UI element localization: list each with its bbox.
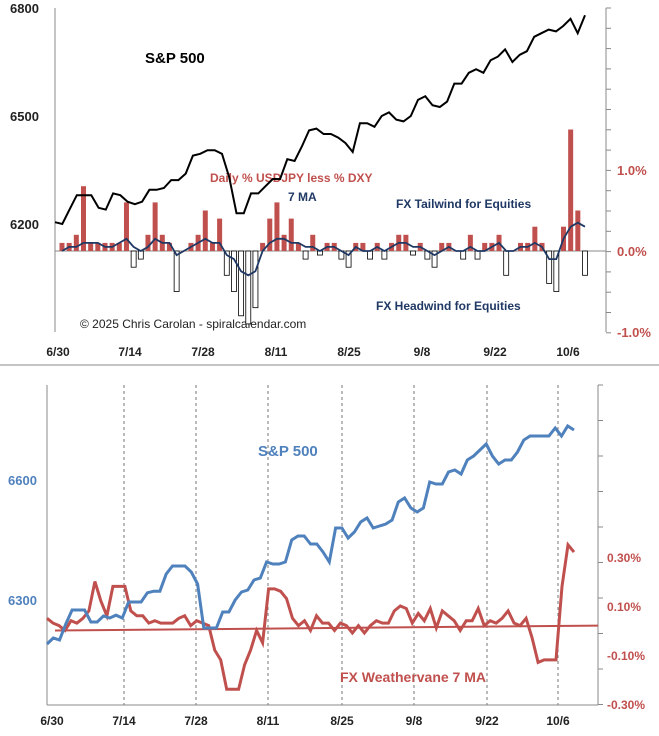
fx-daily-bar bbox=[231, 250, 237, 292]
fx-daily-bar bbox=[223, 250, 230, 276]
fx-daily-bar bbox=[274, 202, 280, 251]
top-x-tick-label: 7/28 bbox=[191, 345, 215, 359]
fx-daily-bar bbox=[267, 218, 273, 251]
top-y-tick-label: 6200 bbox=[10, 217, 39, 232]
fx-daily-bar bbox=[503, 250, 510, 276]
top-x-tick-label: 10/6 bbox=[556, 345, 580, 359]
fx-daily-bar bbox=[288, 218, 294, 251]
headwind-label: FX Headwind for Equities bbox=[376, 299, 521, 313]
bottom-x-tick-label: 9/8 bbox=[406, 714, 423, 728]
fx-daily-bar bbox=[116, 242, 122, 251]
bottom-x-tick-label: 8/25 bbox=[330, 714, 354, 728]
fx-daily-bar bbox=[152, 202, 158, 251]
fx-daily-bar bbox=[360, 242, 366, 251]
top-spx-line bbox=[54, 14, 586, 226]
fx-daily-bar bbox=[482, 242, 488, 251]
bottom-fx-label: FX Weathervane 7 MA bbox=[340, 669, 486, 685]
top-x-tick-label: 9/8 bbox=[414, 345, 431, 359]
bottom-spx-line bbox=[45, 423, 575, 646]
fx-daily-bar bbox=[209, 242, 215, 251]
fx-daily-bar bbox=[145, 234, 151, 251]
fx-daily-bar bbox=[295, 242, 301, 251]
top-y-tick-label: 6500 bbox=[10, 109, 39, 124]
fx-daily-bar bbox=[582, 250, 588, 276]
fx-daily-bar bbox=[381, 250, 388, 260]
fx-daily-bar bbox=[439, 242, 445, 251]
fx-daily-bar bbox=[173, 250, 180, 292]
fx-daily-bar bbox=[575, 210, 581, 251]
top-x-tick-label: 7/14 bbox=[118, 345, 142, 359]
fx-ma-line bbox=[61, 221, 586, 277]
bottom-y2-tick-label: 0.10% bbox=[607, 600, 641, 614]
tailwind-label: FX Tailwind for Equities bbox=[396, 197, 531, 211]
bottom-y2-tick-label: 0.30% bbox=[607, 551, 641, 565]
bottom-x-tick-label: 8/11 bbox=[257, 714, 280, 728]
fx-daily-bar bbox=[281, 234, 287, 251]
fx-daily-bar bbox=[260, 242, 266, 251]
fx-daily-bar bbox=[137, 250, 144, 260]
ma-label: 7 MA bbox=[288, 190, 317, 204]
fx-daily-bar bbox=[238, 250, 245, 317]
bottom-fx-line bbox=[46, 541, 576, 691]
fx-daily-bar bbox=[460, 250, 467, 260]
top-x-tick-label: 8/11 bbox=[265, 345, 288, 359]
fx-daily-bar bbox=[73, 234, 79, 251]
fx-daily-bar bbox=[59, 242, 65, 251]
bottom-y2-tick-label: -0.30% bbox=[607, 698, 645, 712]
fx-daily-bar bbox=[310, 234, 316, 251]
fx-daily-bar bbox=[88, 242, 94, 251]
bottom-x-tick-label: 6/30 bbox=[40, 714, 64, 728]
fx-daily-bar bbox=[123, 202, 129, 251]
spx-title: S&P 500 bbox=[145, 50, 205, 67]
fx-daily-bar bbox=[546, 250, 553, 284]
bottom-x-tick-label: 7/28 bbox=[184, 714, 208, 728]
top-y-tick-label: 6800 bbox=[10, 1, 39, 16]
top-x-tick-label: 8/25 bbox=[337, 345, 361, 359]
fx-daily-bar bbox=[431, 250, 438, 268]
fx-daily-bar bbox=[532, 226, 538, 251]
bottom-spx-label: S&P 500 bbox=[258, 443, 318, 460]
bottom-y-tick-label: 6300 bbox=[8, 593, 37, 608]
fx-daily-bar bbox=[410, 250, 416, 256]
top-y2-tick-label: 0.0% bbox=[617, 244, 647, 259]
fx-daily-bar bbox=[553, 250, 560, 292]
top-x-tick-label: 9/22 bbox=[483, 345, 507, 359]
fx-daily-bar bbox=[467, 234, 473, 251]
fx-daily-bar bbox=[568, 129, 574, 251]
fx-daily-bar bbox=[130, 250, 137, 268]
bottom-x-tick-label: 7/14 bbox=[112, 714, 136, 728]
fx-daily-bar bbox=[474, 250, 481, 260]
bottom-y2-tick-label: -0.10% bbox=[607, 649, 645, 663]
fx-daily-bar bbox=[95, 242, 101, 251]
fx-daily-bar bbox=[302, 250, 309, 260]
fx-daily-bar bbox=[202, 210, 208, 251]
copyright-label: © 2025 Chris Carolan - spiralcalendar.co… bbox=[80, 317, 306, 331]
fx-daily-bar bbox=[367, 250, 373, 260]
bars-label: Daily % USDJPY less % DXY bbox=[210, 171, 373, 185]
fx-daily-bar bbox=[245, 250, 252, 325]
fx-daily-bar bbox=[80, 186, 86, 251]
fx-daily-bar bbox=[345, 250, 352, 268]
bottom-x-tick-label: 9/22 bbox=[475, 714, 499, 728]
fx-daily-bar bbox=[217, 218, 223, 251]
bottom-fx-trend-line bbox=[54, 624, 599, 632]
top-y2-tick-label: 1.0% bbox=[617, 163, 647, 178]
bottom-y-tick-label: 6600 bbox=[8, 473, 37, 488]
fx-daily-bar bbox=[166, 242, 172, 251]
fx-daily-bar bbox=[252, 250, 259, 309]
bottom-x-tick-label: 10/6 bbox=[546, 714, 570, 728]
top-y2-tick-label: -1.0% bbox=[617, 325, 651, 340]
top-x-tick-label: 6/30 bbox=[46, 345, 70, 359]
